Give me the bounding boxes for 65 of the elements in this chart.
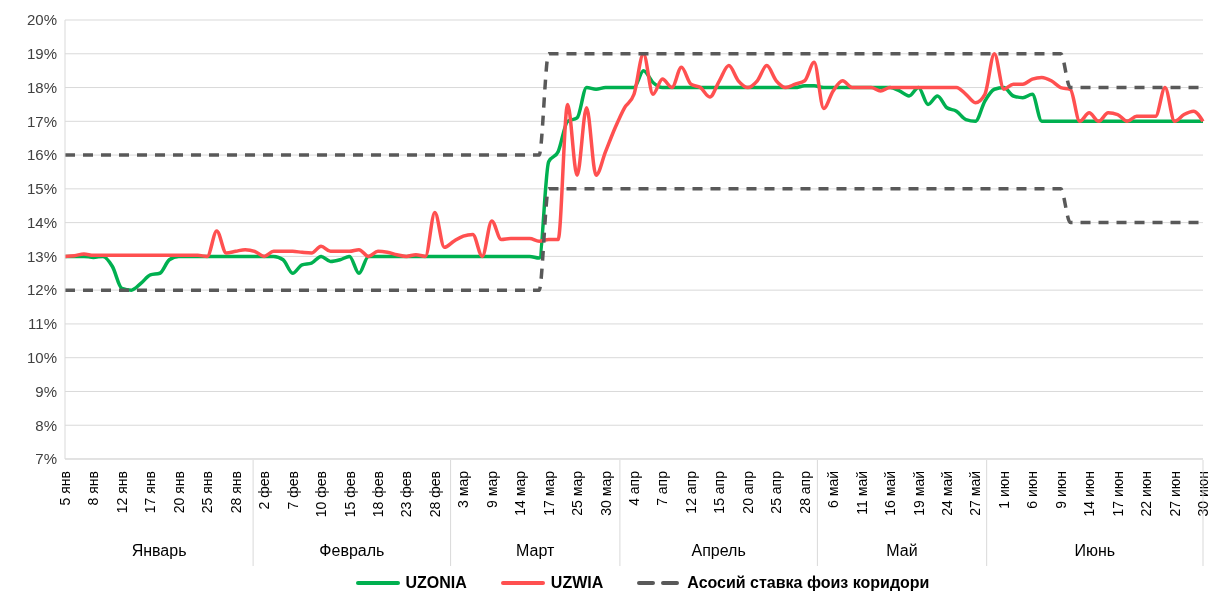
y-tick-label: 17% [26, 112, 57, 130]
x-tick-label: 25 янв [199, 471, 216, 514]
x-tick-label: 5 янв [57, 471, 73, 506]
y-tick-label: 19% [26, 45, 57, 63]
x-tick-label: 10 фев [313, 471, 330, 518]
x-tick-label: 15 апр [711, 470, 728, 514]
text: Июнь [1074, 542, 1116, 559]
legend-label: UZONIA [405, 574, 467, 592]
x-tick-label: 27 июн [1166, 471, 1183, 517]
y-tick-label: 18% [26, 78, 57, 96]
legend-label: Асосий ставка фоиз коридори [687, 574, 930, 592]
x-tick-label: 3 мар [455, 470, 472, 508]
x-tick-label: 16 май [882, 471, 899, 516]
text: Февраль [319, 542, 385, 559]
line-series [63, 52, 1205, 259]
y-tick-label: 11% [28, 315, 57, 333]
y-tick-label: 8% [35, 416, 57, 434]
x-tick-label: 28 янв [227, 471, 244, 514]
y-tick-label: 12% [26, 281, 57, 299]
x-tick-label: 9 июн [1052, 471, 1069, 509]
x-tick-label: 8 янв [85, 471, 102, 506]
text: Апрель [691, 542, 746, 559]
x-tick-label: 4 апр [626, 470, 642, 506]
x-tick-label: 28 апр [796, 470, 813, 514]
x-tick-label: 17 июн [1109, 471, 1126, 517]
y-tick-label: 13% [26, 247, 57, 265]
x-tick-label: 19 май [910, 471, 927, 516]
x-tick-label: 11 май [853, 471, 870, 515]
x-tick-label: 12 янв [113, 471, 130, 514]
x-tick-label: 28 фев [426, 471, 443, 518]
x-tick-label: 23 фев [398, 471, 415, 518]
x-tick-label: 30 мар [597, 470, 614, 516]
y-tick-label: 14% [26, 213, 57, 231]
x-tick-label: 6 май [825, 471, 842, 508]
x-tick-label: 14 июн [1081, 471, 1098, 517]
x-tick-label: 17 янв [142, 471, 159, 514]
legend-label: UZWIA [550, 574, 604, 592]
x-tick-label: 15 фев [341, 471, 358, 518]
x-tick-label: 6 июн [1024, 471, 1041, 509]
text: Март [516, 542, 556, 559]
x-tick-label: 17 мар [540, 470, 557, 516]
y-tick-label: 9% [35, 382, 57, 400]
x-tick-label: 22 июн [1138, 471, 1155, 517]
x-tick-label: 12 апр [682, 470, 699, 514]
x-tick-label: 1 июн [995, 471, 1012, 509]
x-tick-label: 27 май [967, 471, 984, 516]
x-tick-label: 25 апр [768, 470, 785, 514]
x-tick-label: 9 мар [483, 470, 500, 508]
x-tick-label: 7 фев [284, 471, 301, 510]
x-tick-label: 2 фев [256, 471, 273, 510]
text: Май [886, 542, 918, 559]
x-tick-label: 20 апр [739, 470, 756, 514]
x-tick-label: 7 апр [654, 470, 671, 506]
y-tick-label: 15% [26, 180, 57, 198]
x-tick-label: 30 июн [1195, 471, 1211, 517]
x-tick-label: 20 янв [170, 471, 187, 514]
x-tick-label: 14 мар [512, 470, 529, 516]
x-tick-label: 25 мар [569, 470, 586, 516]
x-tick-label: 18 фев [369, 471, 386, 518]
x-tick-label: 24 май [938, 471, 955, 516]
y-tick-label: 16% [26, 146, 57, 164]
y-tick-label: 20% [26, 11, 57, 29]
y-tick-label: 10% [26, 349, 57, 367]
y-tick-label: 7% [35, 450, 57, 468]
text: Январь [131, 542, 187, 559]
